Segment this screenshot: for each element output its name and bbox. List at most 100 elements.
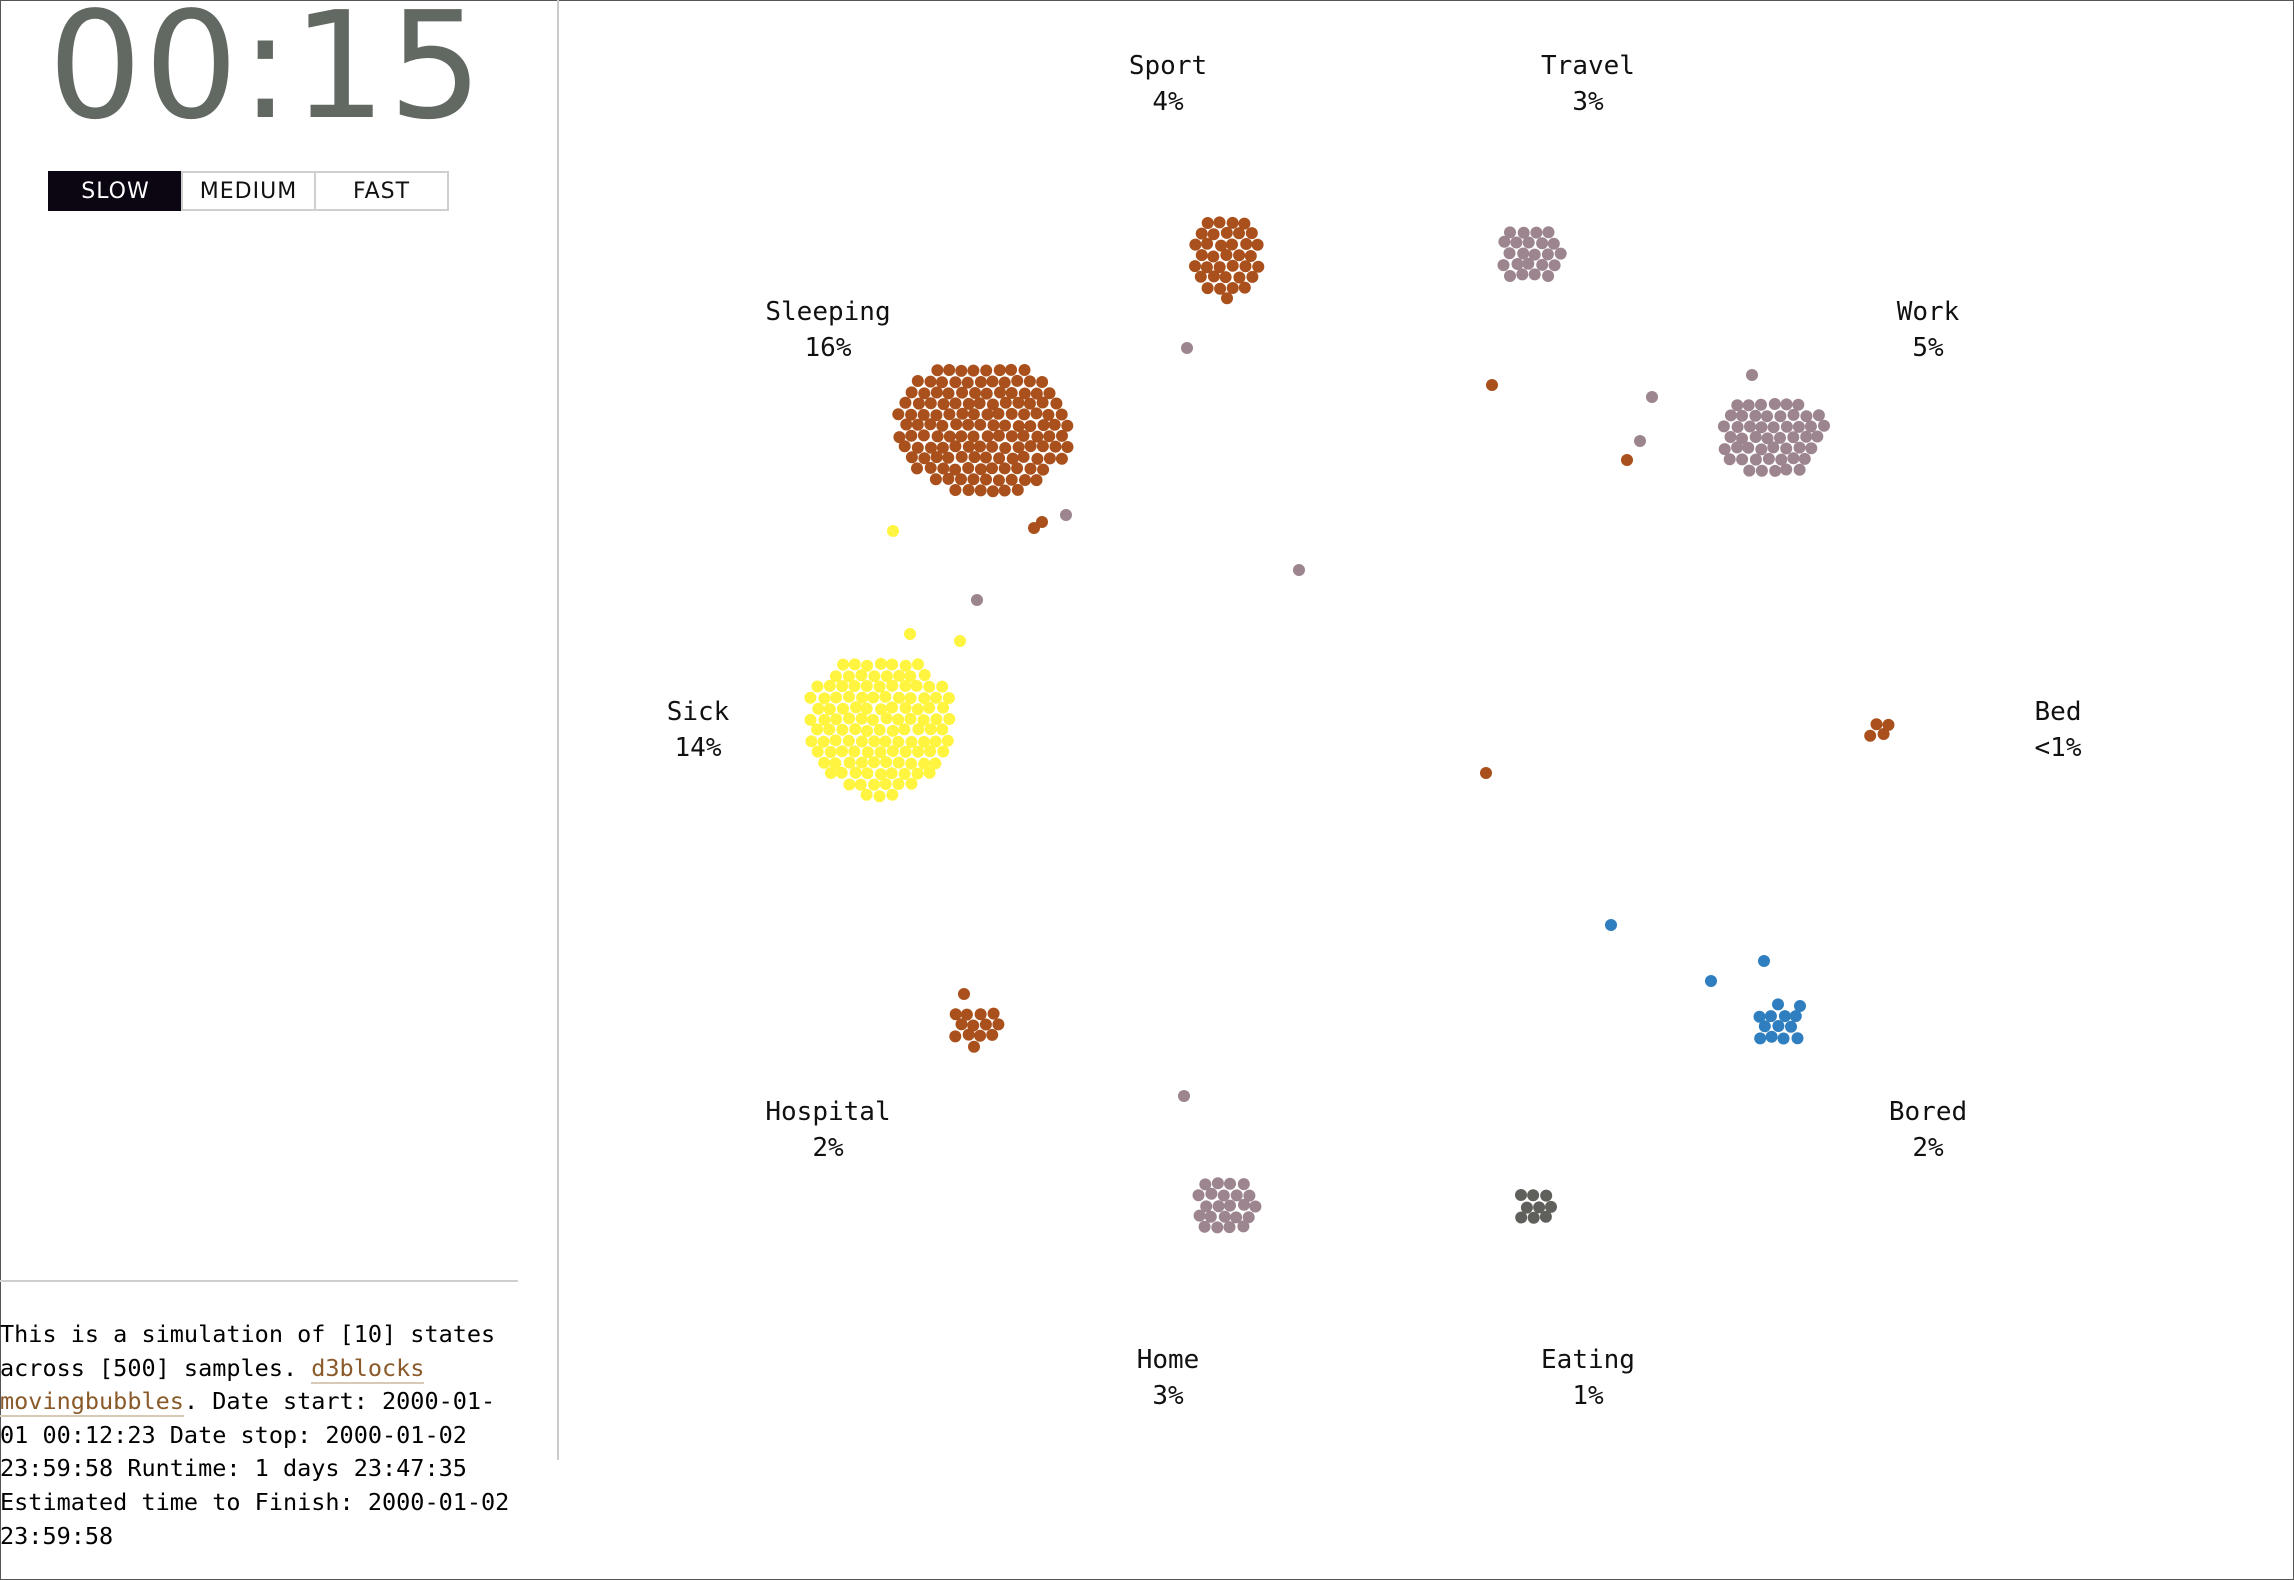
bubble-sick [861,767,874,780]
speed-medium-button[interactable]: MEDIUM [181,171,316,211]
state-label-home: Home [1137,1345,1200,1375]
bubble-sick [818,713,831,726]
state-percent-bored: 2% [1912,1133,1944,1163]
bubble-sleeping [937,462,950,475]
bubble-sleeping [925,441,937,454]
bubble-sick [843,690,855,703]
bubble-sleeping [924,375,937,388]
bubble-sleeping [1031,452,1044,465]
bubble-sick [893,669,906,682]
bubble-sleeping [1024,440,1037,453]
bubble-sport [1201,217,1214,229]
bubble-transitioning [1705,975,1717,987]
bubble-sick [804,691,817,704]
bubble-sleeping [924,397,937,410]
bubble-sick [886,679,899,692]
bubble-work [1780,420,1793,433]
bubble-sick [880,712,893,725]
bubble-sick [868,735,881,748]
bubble-sleeping [1037,419,1050,432]
bubble-sport [1226,238,1238,251]
bubble-sport [1207,270,1220,283]
bubble-work [1769,464,1782,477]
speed-slow-button[interactable]: SLOW [48,171,183,211]
bubble-sport [1207,250,1220,263]
bubble-sick [911,703,924,716]
state-percent-bed: <1% [2035,733,2082,763]
bubble-sleeping [918,452,931,465]
bubble-sick [923,766,936,779]
bubble-work [1762,452,1775,465]
bubble-sick [848,680,861,692]
bubble-sport [1195,227,1208,240]
bubble-sick [811,723,824,736]
bubble-sick [918,757,931,770]
bubble-work [1812,409,1825,422]
bubble-sleeping [1023,397,1036,410]
bubble-work [1755,443,1768,456]
bubble-bed [1877,728,1890,740]
bubble-sick [879,690,892,703]
bubble-sick [885,767,898,780]
bubble-sick [892,735,905,748]
bubble-sick [829,734,842,747]
bubble-sleeping [955,450,968,463]
bubble-sick [829,757,842,770]
bubble-sick [905,735,918,748]
bubble-sick [836,745,849,758]
bubble-sport [1213,261,1226,274]
bubble-sleeping [1055,452,1068,465]
bubble-sport [1233,249,1246,262]
bubble-sick [899,745,912,758]
bubble-sick [875,703,887,716]
bubble-sleeping [981,408,994,421]
bubble-sleeping [937,398,950,411]
speed-fast-button[interactable]: FAST [314,171,449,211]
bubble-sleeping [1006,452,1019,465]
bubble-sleeping [1018,387,1031,400]
bubble-transitioning [1181,342,1193,354]
bubble-work [1787,431,1800,444]
bubble-sick [892,778,905,790]
bubble-sleeping [1023,375,1036,388]
bubble-sleeping [998,462,1011,475]
bubble-sleeping [974,463,987,476]
bubble-sick [912,658,924,671]
bubble-sport [1251,238,1264,251]
state-label-work: Work [1897,297,1960,327]
bubble-home [1230,1189,1243,1202]
bubble-work [1731,441,1744,454]
bubble-sick [855,735,868,748]
bubble-sleeping [1018,408,1031,421]
bubble-home [1237,1220,1250,1233]
state-label-eating: Eating [1541,1345,1635,1375]
bubble-sleeping [949,463,962,476]
movingbubbles-link[interactable]: movingbubbles [0,1387,184,1418]
bubble-sport [1195,249,1208,262]
bubble-home [1242,1211,1255,1224]
bubble-travel [1547,237,1560,250]
bubble-sleeping [993,452,1006,465]
bubble-travel [1498,235,1511,248]
d3blocks-link[interactable]: d3blocks [311,1353,425,1384]
bubble-sleeping [999,396,1012,409]
bubble-sleeping [962,484,975,496]
bubble-work [1731,399,1744,412]
bubble-sleeping [979,451,992,464]
bubble-sick [868,670,881,683]
bubble-transitioning [1621,454,1633,466]
bubble-sick [856,691,869,704]
bubble-sleeping [1012,420,1025,433]
bubble-sport [1245,227,1258,240]
bubble-bored [1758,1020,1771,1033]
bubble-sick [898,767,911,780]
bubble-travel [1517,226,1530,239]
bubble-sick [823,723,836,736]
bubble-sport [1233,271,1246,284]
bubble-home [1205,1187,1218,1200]
bubble-sleeping [924,418,937,431]
bubble-sleeping [1024,420,1037,433]
bubble-sick [918,692,931,705]
bubble-sport [1189,260,1201,273]
bubble-home [1199,1178,1212,1191]
